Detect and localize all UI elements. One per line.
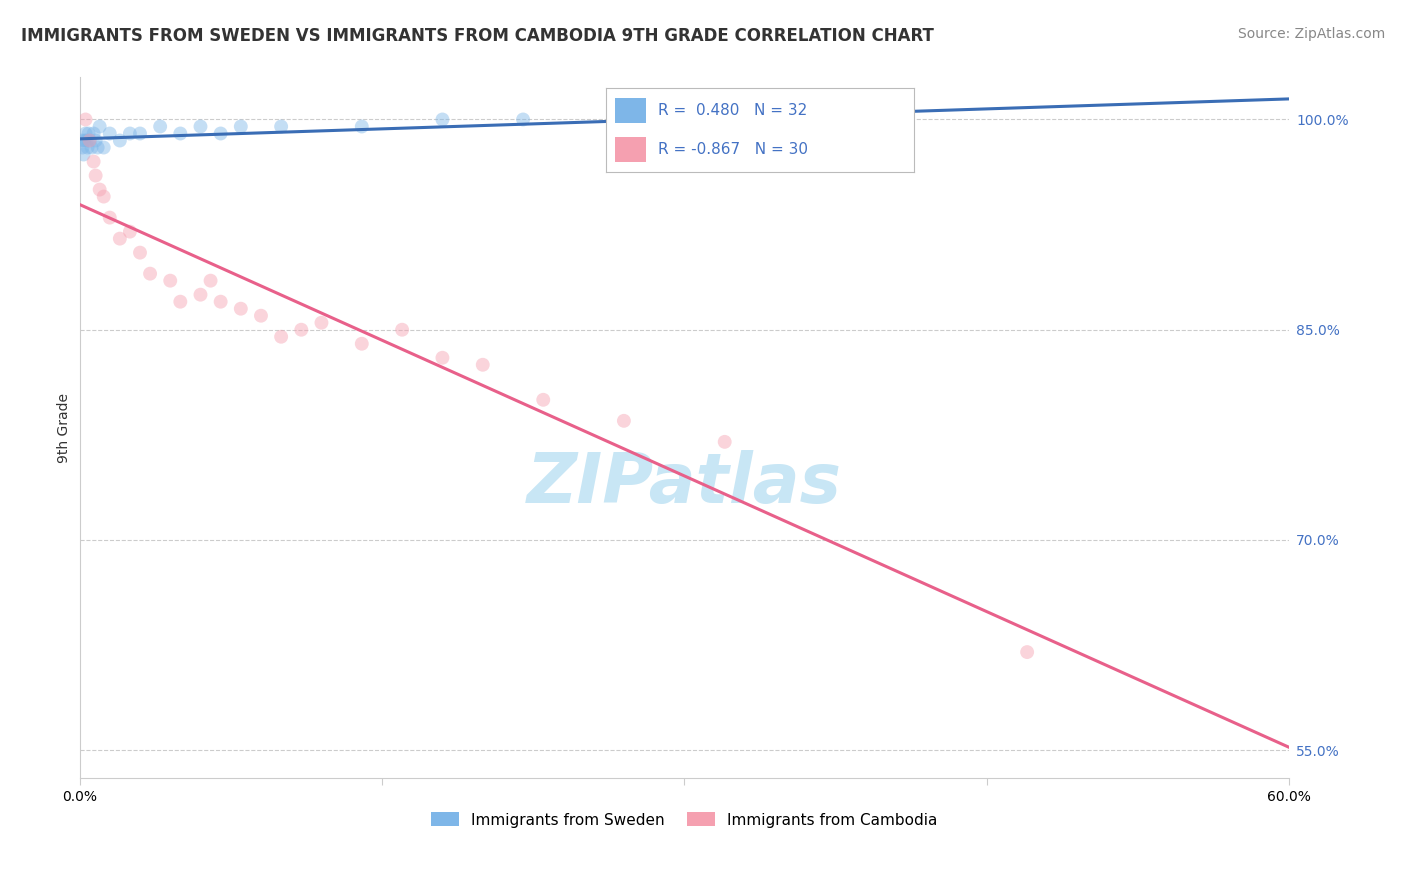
Point bbox=[169, 127, 191, 141]
Point bbox=[250, 309, 273, 323]
Point bbox=[270, 120, 292, 134]
Point bbox=[270, 329, 292, 343]
Point bbox=[633, 112, 655, 127]
Point bbox=[118, 127, 141, 141]
Point bbox=[73, 134, 96, 148]
Point bbox=[531, 392, 554, 407]
Point bbox=[76, 140, 98, 154]
Point bbox=[108, 134, 131, 148]
Point bbox=[713, 434, 735, 449]
Point bbox=[75, 127, 97, 141]
Point bbox=[83, 154, 105, 169]
Point bbox=[79, 134, 101, 148]
Point bbox=[190, 120, 212, 134]
Point bbox=[118, 225, 141, 239]
Legend: Immigrants from Sweden, Immigrants from Cambodia: Immigrants from Sweden, Immigrants from … bbox=[425, 806, 943, 834]
Point bbox=[471, 358, 494, 372]
Point bbox=[512, 112, 534, 127]
Point bbox=[229, 120, 252, 134]
Point bbox=[190, 287, 212, 301]
Point bbox=[229, 301, 252, 316]
Point bbox=[311, 316, 333, 330]
Point bbox=[80, 140, 103, 154]
Point bbox=[290, 323, 312, 337]
Point bbox=[209, 294, 232, 309]
Point bbox=[875, 112, 897, 127]
Point bbox=[350, 120, 373, 134]
Point bbox=[169, 294, 191, 309]
Point bbox=[108, 232, 131, 246]
Point bbox=[1017, 645, 1039, 659]
Point bbox=[84, 134, 107, 148]
Point bbox=[70, 134, 93, 148]
Y-axis label: 9th Grade: 9th Grade bbox=[58, 392, 72, 463]
Point bbox=[89, 183, 111, 197]
Text: ZIPatlas: ZIPatlas bbox=[527, 450, 842, 517]
Point bbox=[84, 169, 107, 183]
Point bbox=[93, 140, 115, 154]
Point bbox=[350, 336, 373, 351]
Point bbox=[159, 274, 181, 288]
Point bbox=[794, 112, 817, 127]
Point bbox=[93, 189, 115, 203]
Point bbox=[432, 351, 454, 365]
Point bbox=[200, 274, 222, 288]
Point bbox=[72, 147, 94, 161]
Point bbox=[98, 127, 121, 141]
Point bbox=[98, 211, 121, 225]
Point bbox=[75, 112, 97, 127]
Point bbox=[129, 127, 152, 141]
Point bbox=[432, 112, 454, 127]
Point bbox=[209, 127, 232, 141]
Point bbox=[83, 127, 105, 141]
Point bbox=[79, 134, 101, 148]
Point bbox=[89, 120, 111, 134]
Point bbox=[713, 112, 735, 127]
Point bbox=[77, 127, 100, 141]
Point bbox=[391, 323, 413, 337]
Point bbox=[149, 120, 172, 134]
Point bbox=[139, 267, 162, 281]
Text: IMMIGRANTS FROM SWEDEN VS IMMIGRANTS FROM CAMBODIA 9TH GRADE CORRELATION CHART: IMMIGRANTS FROM SWEDEN VS IMMIGRANTS FRO… bbox=[21, 27, 934, 45]
Point bbox=[86, 140, 108, 154]
Point bbox=[613, 414, 636, 428]
Text: Source: ZipAtlas.com: Source: ZipAtlas.com bbox=[1237, 27, 1385, 41]
Point bbox=[72, 140, 94, 154]
Point bbox=[76, 134, 98, 148]
Point bbox=[129, 245, 152, 260]
